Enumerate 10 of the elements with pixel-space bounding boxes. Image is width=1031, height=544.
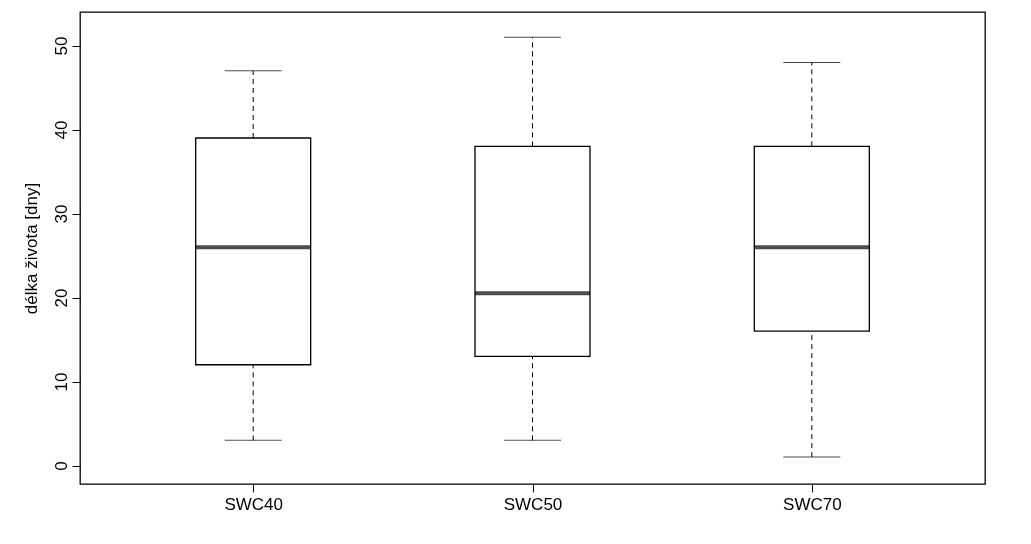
x-tick-label: SWC40 <box>224 494 283 514</box>
y-axis-title: délka života [dny] <box>21 182 41 315</box>
y-tick-label: 10 <box>51 372 71 392</box>
y-tick-label: 40 <box>51 120 71 140</box>
x-tick-label: SWC50 <box>503 494 563 514</box>
y-tick-label: 30 <box>51 204 71 224</box>
x-tick-label: SWC70 <box>783 494 842 514</box>
y-tick-label: 50 <box>51 36 71 56</box>
y-tick-label: 0 <box>51 461 71 471</box>
y-tick-label: 20 <box>51 288 71 308</box>
